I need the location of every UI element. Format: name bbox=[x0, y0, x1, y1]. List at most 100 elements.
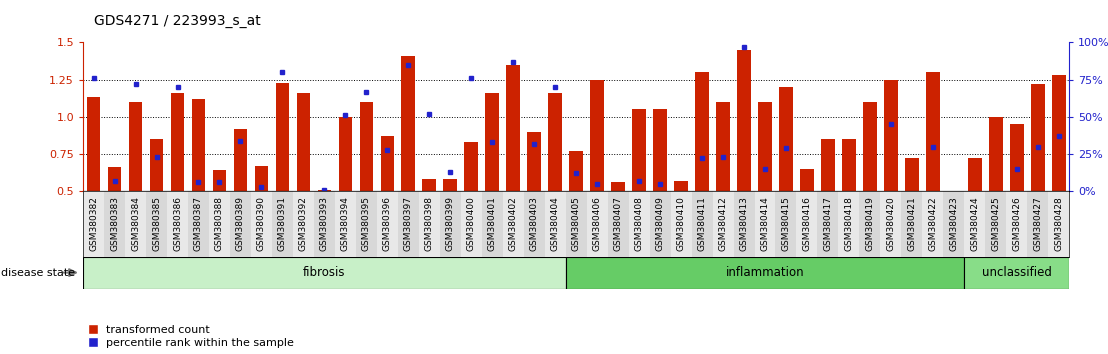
Bar bbox=[234, 129, 247, 191]
Bar bbox=[654, 109, 667, 191]
Text: GSM380400: GSM380400 bbox=[466, 196, 475, 251]
Bar bbox=[380, 136, 394, 191]
Text: GSM380387: GSM380387 bbox=[194, 196, 203, 251]
Bar bbox=[545, 191, 566, 257]
Bar bbox=[989, 117, 1003, 191]
Bar bbox=[524, 191, 545, 257]
Bar bbox=[83, 191, 104, 257]
Bar bbox=[842, 139, 855, 191]
Bar bbox=[104, 191, 125, 257]
Text: GSM380384: GSM380384 bbox=[131, 196, 140, 251]
Bar bbox=[377, 191, 398, 257]
Bar bbox=[758, 102, 772, 191]
Bar bbox=[171, 93, 184, 191]
Bar bbox=[485, 93, 499, 191]
Text: GSM380398: GSM380398 bbox=[424, 196, 434, 251]
Bar bbox=[464, 142, 478, 191]
Text: GSM380383: GSM380383 bbox=[110, 196, 119, 251]
Text: GSM380420: GSM380420 bbox=[886, 196, 895, 251]
Bar bbox=[461, 191, 482, 257]
Bar bbox=[213, 170, 226, 191]
Text: GSM380388: GSM380388 bbox=[215, 196, 224, 251]
Text: GSM380397: GSM380397 bbox=[403, 196, 413, 251]
Text: GSM380404: GSM380404 bbox=[551, 196, 560, 251]
Text: GSM380390: GSM380390 bbox=[257, 196, 266, 251]
Bar bbox=[1010, 124, 1024, 191]
Bar bbox=[968, 159, 982, 191]
Text: GSM380407: GSM380407 bbox=[614, 196, 623, 251]
Text: GSM380410: GSM380410 bbox=[677, 196, 686, 251]
Text: GSM380403: GSM380403 bbox=[530, 196, 538, 251]
Bar bbox=[125, 191, 146, 257]
Bar bbox=[607, 191, 628, 257]
Text: disease state: disease state bbox=[1, 268, 75, 278]
Text: GSM380382: GSM380382 bbox=[89, 196, 99, 251]
Bar bbox=[633, 109, 646, 191]
Bar bbox=[964, 191, 985, 257]
Bar bbox=[503, 191, 524, 257]
Text: GSM380427: GSM380427 bbox=[1034, 196, 1043, 251]
Bar bbox=[776, 191, 797, 257]
Bar bbox=[398, 191, 419, 257]
Bar bbox=[863, 102, 876, 191]
Bar bbox=[146, 191, 167, 257]
Legend: transformed count, percentile rank within the sample: transformed count, percentile rank withi… bbox=[89, 325, 295, 348]
Bar bbox=[591, 80, 604, 191]
Bar bbox=[860, 191, 881, 257]
Text: GSM380421: GSM380421 bbox=[907, 196, 916, 251]
Bar bbox=[926, 72, 940, 191]
Bar bbox=[716, 102, 730, 191]
Bar bbox=[335, 191, 356, 257]
Bar bbox=[192, 99, 205, 191]
Text: GSM380411: GSM380411 bbox=[698, 196, 707, 251]
Bar bbox=[1027, 191, 1048, 257]
Bar bbox=[691, 191, 712, 257]
Bar bbox=[737, 50, 751, 191]
Bar bbox=[566, 257, 964, 289]
Bar bbox=[443, 179, 458, 191]
Text: GSM380391: GSM380391 bbox=[278, 196, 287, 251]
Bar bbox=[964, 257, 1069, 289]
Text: GSM380419: GSM380419 bbox=[865, 196, 874, 251]
Bar bbox=[250, 191, 271, 257]
Bar bbox=[1030, 84, 1045, 191]
Text: GSM380408: GSM380408 bbox=[635, 196, 644, 251]
Bar bbox=[150, 139, 163, 191]
Text: GSM380416: GSM380416 bbox=[802, 196, 811, 251]
Text: GSM380422: GSM380422 bbox=[929, 196, 937, 251]
Bar bbox=[800, 169, 813, 191]
Bar bbox=[419, 191, 440, 257]
Text: GSM380399: GSM380399 bbox=[445, 196, 454, 251]
Bar bbox=[297, 93, 310, 191]
Bar bbox=[905, 159, 919, 191]
Text: GSM380396: GSM380396 bbox=[383, 196, 392, 251]
Text: GSM380409: GSM380409 bbox=[656, 196, 665, 251]
Bar bbox=[527, 132, 541, 191]
Bar bbox=[695, 72, 709, 191]
Bar bbox=[276, 82, 289, 191]
Text: inflammation: inflammation bbox=[726, 266, 804, 279]
Bar bbox=[755, 191, 776, 257]
Text: GSM380418: GSM380418 bbox=[844, 196, 853, 251]
Text: GSM380412: GSM380412 bbox=[718, 196, 728, 251]
Bar bbox=[356, 191, 377, 257]
Text: GSM380389: GSM380389 bbox=[236, 196, 245, 251]
Bar bbox=[779, 87, 793, 191]
Bar bbox=[943, 191, 964, 257]
Text: GSM380423: GSM380423 bbox=[950, 196, 958, 251]
Text: GSM380385: GSM380385 bbox=[152, 196, 161, 251]
Bar bbox=[922, 191, 943, 257]
Bar bbox=[628, 191, 649, 257]
Bar bbox=[359, 102, 373, 191]
Bar bbox=[947, 191, 961, 236]
Bar bbox=[293, 191, 314, 257]
Bar bbox=[129, 102, 142, 191]
Text: GSM380393: GSM380393 bbox=[320, 196, 329, 251]
Bar bbox=[881, 191, 902, 257]
Bar bbox=[586, 191, 607, 257]
Bar bbox=[985, 191, 1006, 257]
Bar bbox=[401, 56, 416, 191]
Text: GSM380415: GSM380415 bbox=[781, 196, 790, 251]
Text: unclassified: unclassified bbox=[982, 266, 1051, 279]
Text: fibrosis: fibrosis bbox=[304, 266, 346, 279]
